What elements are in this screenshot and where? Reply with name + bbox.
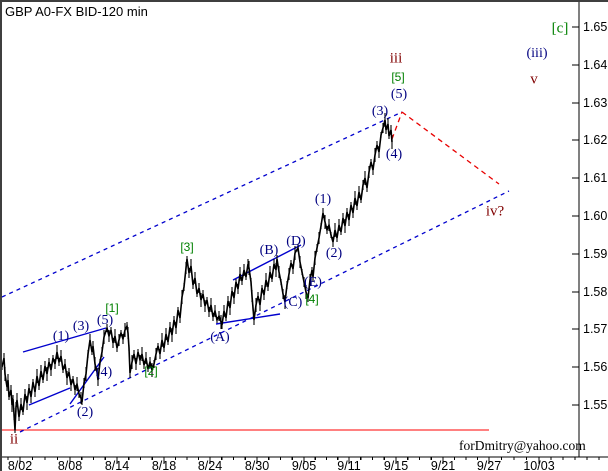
proj-up-to-5 (391, 111, 403, 140)
wave-label-3: (3) (72, 319, 90, 334)
y-axis-label: 1.61 (583, 171, 608, 185)
wave-label-v: v (530, 71, 538, 88)
y-axis-label: 1.55 (583, 398, 608, 412)
price-path (2, 119, 393, 431)
wave-label-E: (E) (304, 275, 322, 290)
chart-title: GBP A0-FX BID-120 min (5, 4, 148, 19)
wave-label-C: (C) (283, 295, 303, 310)
x-axis-label: 8/08 (57, 459, 83, 471)
wave-label-3: [3] (180, 240, 194, 254)
x-axis-label: 9/05 (291, 459, 317, 471)
wave-label-5: [5] (391, 70, 405, 84)
upper-channel-line (2, 111, 403, 298)
x-axis-label: 9/21 (430, 459, 456, 471)
wave-label-c: [c] (551, 20, 569, 37)
wave-label-1: (1) (52, 329, 70, 344)
wave-label-4: (4) (95, 365, 113, 380)
wave-label-2: [2] (144, 364, 158, 378)
wave-label-1: [1] (105, 301, 119, 315)
watermark-email: forDmitry@yahoo.com (459, 438, 586, 453)
wave-label-ii: ii (9, 431, 19, 448)
y-axis-label: 1.60 (583, 209, 608, 223)
y-axis-label: 1.56 (583, 360, 608, 374)
y-axis-label: 1.57 (583, 322, 608, 336)
y-axis-label: 1.58 (583, 285, 608, 299)
y-axis-label: 1.63 (583, 96, 608, 110)
wave-label-1: (1) (314, 192, 332, 207)
x-axis-label: 9/27 (476, 459, 502, 471)
price-bars (2, 113, 393, 433)
wave-label-4: [4] (305, 292, 319, 306)
wave-label-iii: (iii) (526, 46, 548, 61)
lower-channel-line (19, 190, 510, 433)
x-axis-label: 9/15 (383, 459, 409, 471)
wave-label-3: (3) (371, 104, 389, 119)
y-axis-label: 1.64 (583, 58, 608, 72)
wave-label-4: (4) (385, 147, 403, 162)
wave-label-iv: iv? (485, 203, 505, 220)
wave-label-2: (2) (325, 246, 343, 261)
trend-A-C-line (215, 313, 281, 325)
wave-label-5: (5) (96, 313, 114, 328)
wave-label-A: (A) (210, 330, 230, 345)
trend-low-left-line (28, 387, 71, 406)
wave-label-5: (5) (390, 87, 408, 102)
y-axis-label: 1.62 (583, 133, 608, 147)
trend-1-3-5-line (22, 327, 107, 353)
wave-label-D: (D) (286, 234, 306, 249)
x-axis-label: 8/02 (7, 459, 33, 471)
x-axis-label: 10/03 (523, 459, 555, 471)
y-axis-label: 1.65 (583, 20, 608, 34)
wave-label-2: (2) (76, 405, 94, 420)
proj-down-to-iv (401, 111, 500, 185)
x-axis-label: 9/11 (337, 459, 361, 471)
wave-label-B: (B) (259, 243, 279, 258)
x-axis-label: 8/24 (197, 459, 223, 471)
x-axis-label: 8/14 (104, 459, 130, 471)
x-axis-label: 8/30 (244, 459, 270, 471)
x-axis-label: 8/18 (151, 459, 177, 471)
wave-label-iii: iii (389, 50, 403, 67)
y-axis-label: 1.59 (583, 247, 608, 261)
trend-2-4-line (69, 356, 105, 405)
